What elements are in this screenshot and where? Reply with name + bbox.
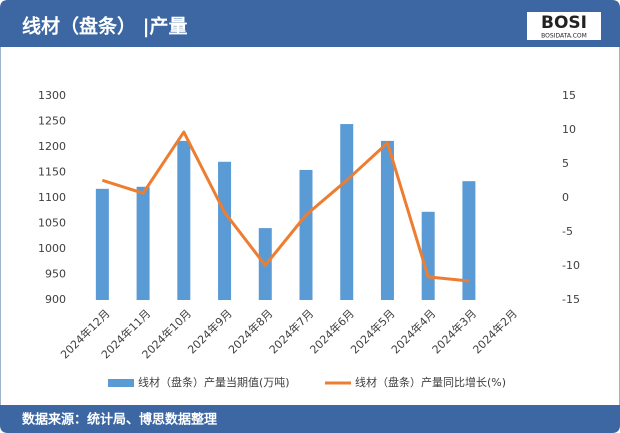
bar bbox=[462, 181, 476, 300]
header-bar bbox=[0, 0, 620, 47]
y-tick-label: 900 bbox=[45, 293, 66, 306]
y2-tick-label: 5 bbox=[562, 157, 569, 170]
y-tick-label: 1150 bbox=[38, 166, 66, 179]
bar bbox=[136, 186, 150, 300]
y-tick-label: 1300 bbox=[38, 89, 66, 102]
page-title: 线材（盘条） |产量 bbox=[22, 15, 188, 38]
legend-label: 线材（盘条）产量当期值(万吨) bbox=[138, 375, 290, 389]
legend-swatch bbox=[108, 379, 134, 387]
bar bbox=[421, 211, 435, 300]
y-tick-label: 1000 bbox=[38, 242, 66, 255]
y2-tick-label: 0 bbox=[562, 191, 569, 204]
logo: BOSI bbox=[541, 13, 587, 33]
line bbox=[101, 130, 470, 283]
footer-bar bbox=[0, 405, 620, 433]
y-tick-label: 1050 bbox=[38, 217, 66, 230]
y-tick-label: 1100 bbox=[38, 191, 66, 204]
bar bbox=[380, 140, 394, 300]
y2-tick-label: 15 bbox=[562, 89, 576, 102]
y-tick-label: 1250 bbox=[38, 115, 66, 128]
y2-tick-label: -5 bbox=[562, 225, 573, 238]
bar bbox=[177, 140, 191, 300]
y2-tick-label: 10 bbox=[562, 123, 576, 136]
logo-sub: BOSIDATA.COM bbox=[541, 33, 587, 40]
bar bbox=[95, 188, 109, 300]
source: 数据来源：统计局、博思数据整理 bbox=[22, 412, 217, 428]
y2-tick-label: -10 bbox=[562, 259, 580, 272]
legend-label: 线材（盘条）产量同比增长(%) bbox=[355, 375, 506, 389]
bar bbox=[340, 124, 354, 300]
y-tick-label: 950 bbox=[45, 268, 66, 281]
y2-tick-label: -15 bbox=[562, 293, 580, 306]
logo-box bbox=[527, 12, 601, 40]
y-tick-label: 1200 bbox=[38, 140, 66, 153]
bar bbox=[218, 161, 232, 300]
bar bbox=[299, 169, 313, 300]
